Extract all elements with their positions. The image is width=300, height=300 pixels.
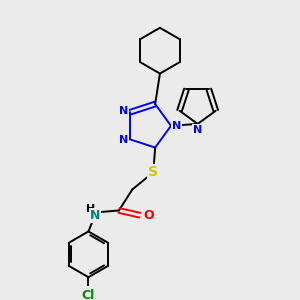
Text: N: N	[90, 209, 100, 222]
Text: O: O	[143, 209, 154, 222]
Text: H: H	[86, 204, 95, 214]
Text: N: N	[193, 124, 202, 135]
Text: Cl: Cl	[82, 289, 95, 300]
Text: S: S	[148, 165, 158, 179]
Text: N: N	[119, 106, 128, 116]
Text: N: N	[172, 121, 181, 131]
Text: N: N	[119, 135, 128, 145]
